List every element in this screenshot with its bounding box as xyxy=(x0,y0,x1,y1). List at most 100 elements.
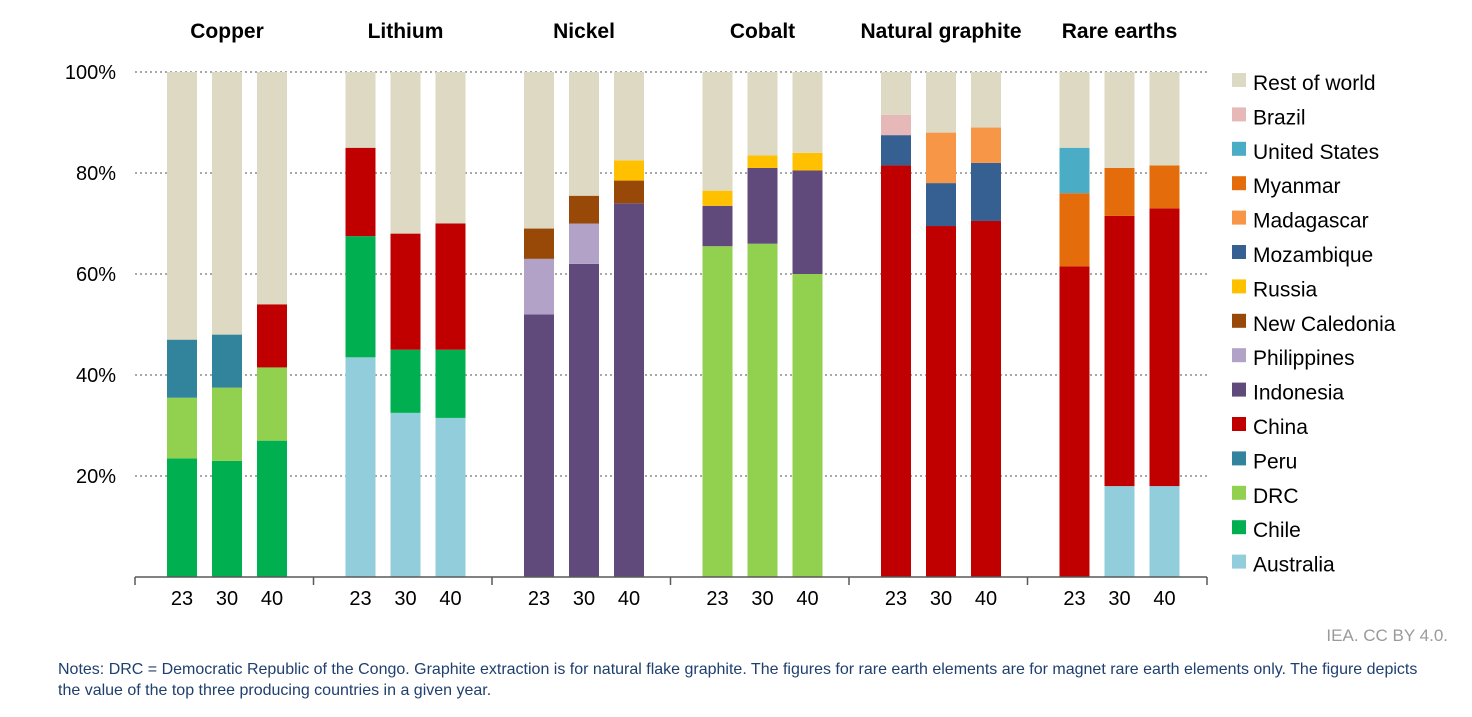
bar-segment xyxy=(971,127,1001,163)
bar-segment xyxy=(1149,208,1180,487)
x-tick-label: 23 xyxy=(885,588,907,610)
bar-segment xyxy=(212,387,242,461)
bar-segment xyxy=(702,190,733,206)
x-tick-label: 40 xyxy=(439,588,461,610)
bar-segment xyxy=(1104,215,1135,487)
legend-swatch xyxy=(1232,348,1246,363)
legend-label: Chile xyxy=(1253,519,1301,542)
x-tick-label: 40 xyxy=(618,588,640,610)
bar-segment xyxy=(614,160,644,181)
bar-segment xyxy=(926,72,956,133)
bar-segment xyxy=(569,263,599,577)
x-tick-label: 23 xyxy=(171,588,193,610)
bar-segment xyxy=(212,460,242,577)
x-tick-label: 30 xyxy=(216,588,238,610)
legend-swatch xyxy=(1232,141,1246,156)
legend-swatch xyxy=(1232,73,1246,87)
bar-segment xyxy=(881,114,911,136)
bar-segment xyxy=(212,334,242,388)
legend-swatch xyxy=(1232,107,1246,122)
bar-segment xyxy=(524,228,554,259)
legend-swatch xyxy=(1232,245,1246,259)
bar-segment xyxy=(345,147,376,237)
legend-swatch xyxy=(1232,210,1246,225)
x-tick-label: 40 xyxy=(1153,588,1175,610)
y-tick-label: 60% xyxy=(76,264,116,286)
legend-swatch xyxy=(1232,520,1246,535)
bar-segment xyxy=(524,314,554,577)
bar-segment xyxy=(257,304,287,368)
bar-segment xyxy=(345,236,376,358)
bar-segment xyxy=(926,183,956,227)
legend-label: Mozambique xyxy=(1253,244,1373,267)
bar-segment xyxy=(167,397,197,459)
legend-swatch xyxy=(1232,382,1246,397)
bar-segment xyxy=(747,155,778,168)
legend-swatch xyxy=(1232,279,1246,294)
bar-segment xyxy=(881,135,911,166)
bar-segment xyxy=(792,274,823,577)
bar-segment xyxy=(792,170,823,274)
legend-label: Rest of world xyxy=(1253,72,1376,95)
bar-segment xyxy=(1149,72,1180,166)
x-tick-label: 40 xyxy=(796,588,818,610)
bar-segment xyxy=(926,226,956,577)
x-tick-label: 23 xyxy=(1063,588,1085,610)
legend-label: Myanmar xyxy=(1253,175,1341,198)
source-credit: IEA. CC BY 4.0. xyxy=(1326,626,1448,645)
bar-segment xyxy=(1104,486,1135,577)
legend-swatch xyxy=(1232,554,1246,569)
legend-label: Brazil xyxy=(1253,106,1306,129)
y-tick-label: 20% xyxy=(76,466,116,488)
bar-segment xyxy=(345,357,376,577)
bar-segment xyxy=(569,72,599,196)
bar-segment xyxy=(881,72,911,115)
bar-segment xyxy=(614,72,644,161)
legend-label: Australia xyxy=(1253,554,1335,577)
x-tick-label: 23 xyxy=(349,588,371,610)
bar-segment xyxy=(792,72,823,153)
legend-swatch xyxy=(1232,417,1246,431)
x-tick-label: 30 xyxy=(1108,588,1130,610)
bar-segment xyxy=(1059,266,1090,577)
x-tick-label: 40 xyxy=(975,588,997,610)
group-title: Rare earths xyxy=(1062,20,1178,43)
legend-swatch xyxy=(1232,176,1246,191)
bar-segment xyxy=(212,72,242,335)
bar-segment xyxy=(702,72,733,191)
group-title: Cobalt xyxy=(730,20,795,43)
bar-segment xyxy=(1104,167,1135,216)
bar-segment xyxy=(971,72,1001,128)
legend-label: Russia xyxy=(1253,278,1318,301)
bar-segment xyxy=(747,243,778,577)
legend-swatch xyxy=(1232,313,1246,328)
y-tick-label: 100% xyxy=(65,62,116,84)
legend-label: United States xyxy=(1253,141,1379,164)
bar-segment xyxy=(435,417,466,577)
x-tick-label: 30 xyxy=(394,588,416,610)
bar-segment xyxy=(1104,72,1135,168)
chart-notes: Notes: DRC = Democratic Republic of the … xyxy=(58,661,1418,699)
bar-segment xyxy=(390,233,421,350)
x-tick-label: 30 xyxy=(751,588,773,610)
bar-segment xyxy=(702,246,733,577)
bar-segment xyxy=(792,152,823,171)
bar-segment xyxy=(747,72,778,156)
bar-segment xyxy=(167,339,197,398)
legend-label: Madagascar xyxy=(1253,210,1369,233)
bar-segment xyxy=(881,165,911,578)
bar-segment xyxy=(926,132,956,184)
bar-segment xyxy=(524,258,554,315)
x-tick-label: 23 xyxy=(706,588,728,610)
bar-segment xyxy=(702,205,733,247)
bar-segment xyxy=(524,72,554,229)
group-title: Copper xyxy=(190,20,264,43)
bar-segment xyxy=(435,72,466,224)
bar-segment xyxy=(971,220,1001,577)
legend-swatch xyxy=(1232,451,1246,466)
x-tick-label: 23 xyxy=(528,588,550,610)
bar-segment xyxy=(971,162,1001,221)
bar-segment xyxy=(257,72,287,305)
group-title: Nickel xyxy=(553,20,615,43)
bar-segment xyxy=(1059,147,1090,194)
